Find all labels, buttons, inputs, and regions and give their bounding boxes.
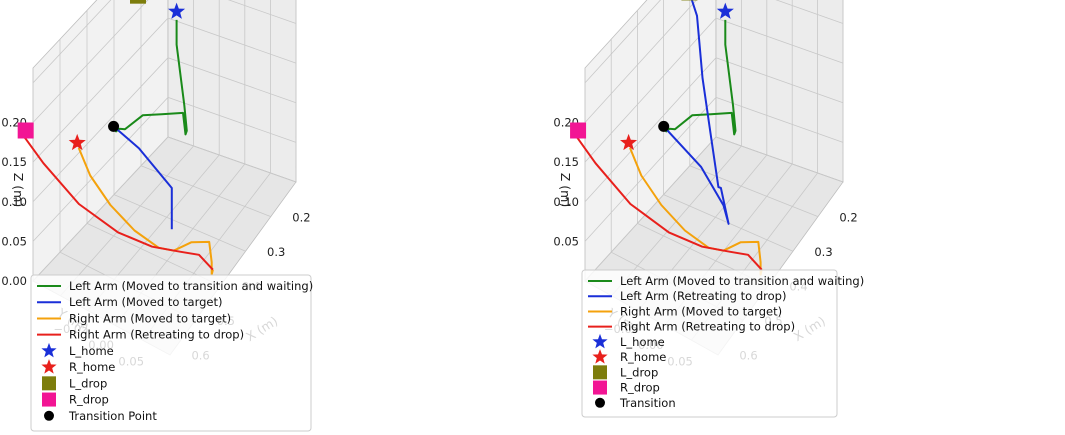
z-gridline [584, 57, 844, 203]
x-tick-label: 0.3 [267, 245, 285, 259]
series-line-left-arm-retreating-to-drop [662, 0, 730, 225]
y-floor-gridline [140, 165, 271, 217]
z-axis-label: Z (m) [558, 173, 573, 207]
z-tick-label: 0.10 [1, 195, 27, 209]
legend-label-left-arm-moved-to-transition-and-waiting: Left Arm (Moved to transition and waitin… [69, 279, 313, 293]
legend-label-l-drop: L_drop [69, 376, 107, 390]
marker-r-home [620, 133, 638, 151]
legend-label-r-home: R_home [620, 350, 666, 364]
z-gridline [32, 96, 297, 242]
legend-handle-l-home [41, 342, 57, 358]
z-gridline [32, 57, 297, 203]
series-line-left-arm-moved-to-transition-and-waiting [662, 19, 737, 136]
marker-transition-point [108, 120, 120, 132]
legend-handle-r-drop [593, 380, 607, 395]
legend-handle-r-drop [42, 392, 56, 407]
legend-label-right-arm-moved-to-target: Right Arm (Moved to target) [620, 304, 782, 318]
legend-label-r-drop: R_drop [69, 393, 109, 407]
marker-transition [658, 120, 670, 132]
legend-label-l-home: L_home [620, 335, 665, 349]
legend-label-r-home: R_home [69, 360, 115, 374]
legend-handle-l-home [592, 333, 608, 349]
x-tick-label: 0.2 [292, 210, 310, 224]
z-tick-label: 0.00 [1, 274, 27, 288]
chart-panel-1: 0.000.050.100.150.20Z (m)0.20.30.40.50.6… [1, 0, 313, 432]
legend-label-left-arm-moved-to-target: Left Arm (Moved to target) [69, 295, 222, 309]
x-tick-label: 0.3 [814, 245, 832, 259]
legend-label-transition: Transition [619, 396, 676, 410]
legend-label-left-arm-retreating-to-drop: Left Arm (Retreating to drop) [620, 289, 786, 303]
marker-r-drop [570, 122, 587, 139]
legend-label-right-arm-retreating-to-drop: Right Arm (Retreating to drop) [69, 328, 244, 342]
x-tick-label: 0.2 [839, 210, 857, 224]
z-tick-label: 0.05 [1, 234, 27, 248]
legend-label-r-drop: R_drop [620, 381, 660, 395]
z-gridline [584, 96, 844, 242]
legend-label-l-drop: L_drop [620, 365, 658, 379]
legend: Left Arm (Moved to transition and waitin… [581, 269, 864, 418]
series-line-left-arm-moved-to-transition-and-waiting [112, 19, 188, 136]
marker-l-home [716, 2, 734, 19]
z-tick-label: 0.15 [1, 155, 27, 169]
legend-box [581, 269, 838, 418]
z-gridline [32, 0, 297, 123]
z-gridline [32, 17, 297, 163]
legend-handle-r-home [41, 359, 57, 374]
y-floor-gridline [689, 165, 819, 217]
z-tick-label: 0.15 [553, 155, 579, 169]
y-floor-gridline [113, 194, 246, 252]
z-gridline [584, 136, 844, 282]
legend: Left Arm (Moved to transition and waitin… [30, 274, 313, 432]
marker-r-drop [17, 122, 34, 139]
z-tick-label: 0.10 [553, 195, 579, 209]
z-gridline [584, 17, 844, 163]
x-floor-gridline [60, 145, 194, 297]
legend-handle-r-home [592, 349, 608, 364]
chart-panel-2: 0.050.100.150.20Z (m)0.20.30.40.50.6X (m… [553, 0, 864, 418]
legend-box [30, 274, 312, 432]
z-gridline [584, 0, 844, 123]
legend-label-transition-point: Transition Point [68, 409, 157, 423]
legend-handle-l-drop [42, 376, 56, 391]
legend-handle-transition-point [44, 410, 54, 421]
z-tick-label: 0.05 [553, 234, 579, 248]
z-gridline [32, 136, 297, 282]
marker-l-drop [130, 0, 146, 4]
legend-handle-transition [595, 397, 605, 408]
marker-l-home [168, 2, 186, 19]
z-gridline [32, 0, 112, 84]
z-gridline [584, 0, 661, 84]
legend-label-right-arm-retreating-to-drop: Right Arm (Retreating to drop) [620, 320, 795, 334]
legend-handle-l-drop [593, 365, 607, 380]
z-axis-label: Z (m) [11, 173, 26, 207]
legend-label-l-home: L_home [69, 344, 114, 358]
marker-r-home [68, 133, 86, 151]
legend-label-left-arm-moved-to-transition-and-waiting: Left Arm (Moved to transition and waitin… [620, 274, 864, 288]
series-line-left-arm-moved-to-target [112, 125, 173, 230]
legend-label-right-arm-moved-to-target: Right Arm (Moved to target) [69, 311, 231, 325]
